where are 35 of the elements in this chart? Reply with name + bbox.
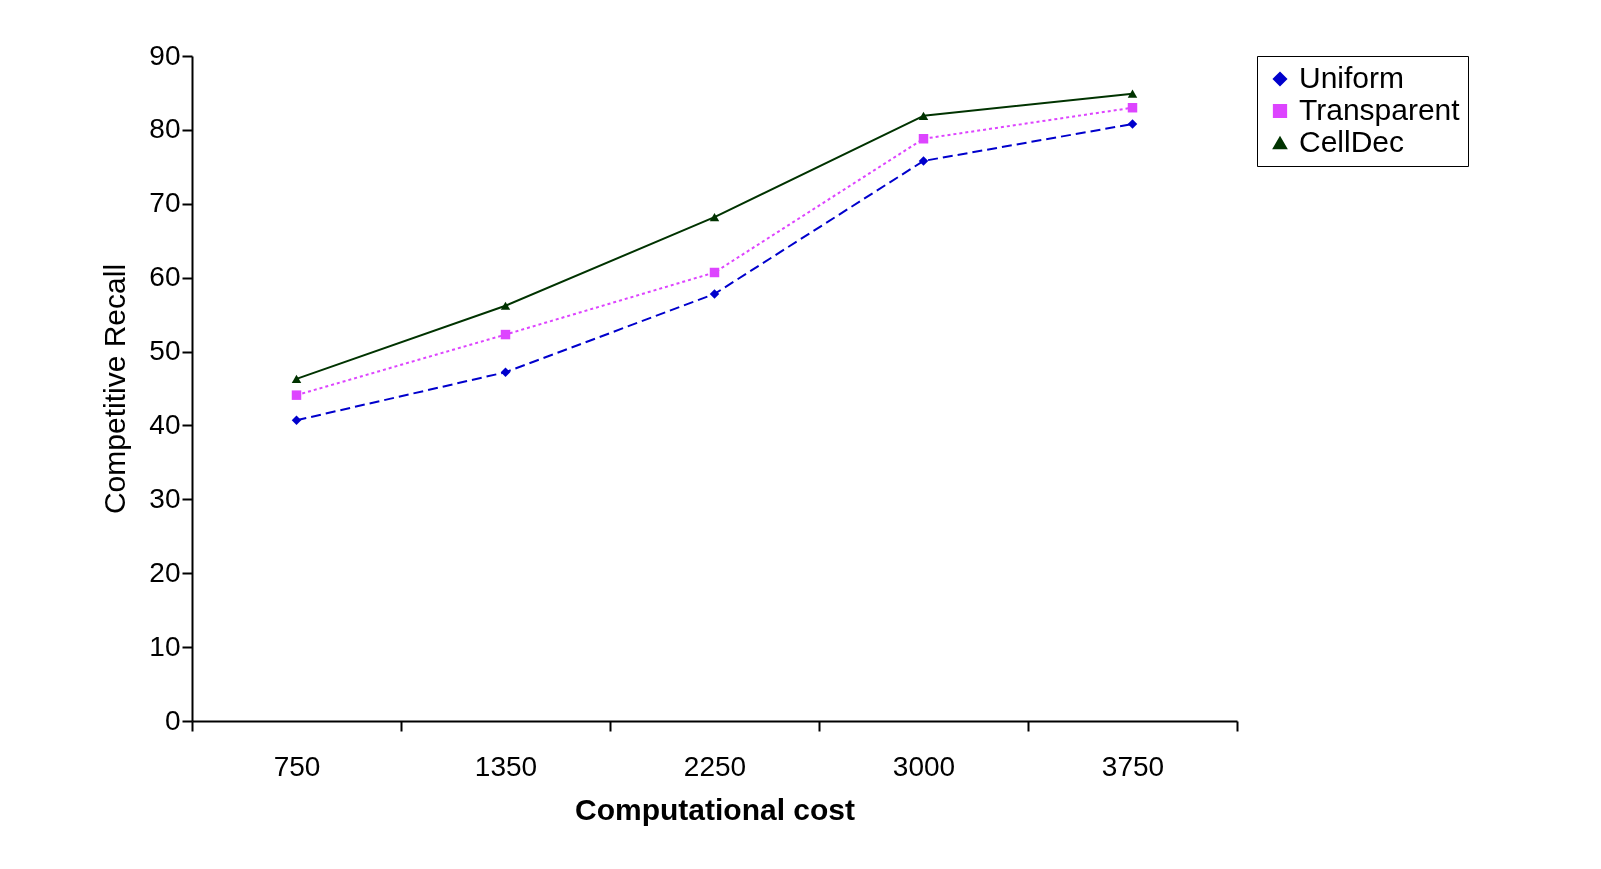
legend-label: Uniform <box>1299 61 1405 94</box>
point <box>918 134 929 144</box>
point <box>918 111 929 120</box>
x-axis-title: Computational cost <box>574 792 856 826</box>
point <box>709 212 720 222</box>
point <box>709 289 720 299</box>
y-tick-label: 80 <box>149 113 181 145</box>
legend-label: Transparent <box>1299 93 1461 126</box>
point <box>500 367 511 377</box>
y-axis-title: Competitive Recall <box>98 263 132 515</box>
x-tick-label: 2250 <box>683 750 747 782</box>
y-tick-label: 60 <box>149 261 181 293</box>
point <box>500 301 511 310</box>
y-tick-label: 70 <box>149 187 181 219</box>
x-tick-label: 3000 <box>892 750 956 782</box>
y-tick-label: 50 <box>149 335 181 367</box>
point <box>1127 102 1138 113</box>
x-tick-label: 1350 <box>474 750 538 782</box>
y-tick-label: 30 <box>149 482 181 514</box>
point <box>709 267 720 278</box>
point <box>918 156 929 166</box>
point <box>291 374 302 383</box>
y-tick-label: 90 <box>149 39 181 71</box>
legend-label: CellDec <box>1299 125 1405 158</box>
y-tick-label: 0 <box>164 704 181 736</box>
point <box>1127 89 1138 98</box>
point <box>500 329 511 340</box>
y-tick-label: 20 <box>149 556 181 588</box>
y-tick-label: 10 <box>149 630 181 662</box>
point <box>291 415 302 426</box>
x-tick-label: 750 <box>273 750 321 782</box>
y-tick-label: 40 <box>149 408 181 440</box>
point <box>1127 119 1138 129</box>
point <box>291 390 302 400</box>
x-tick-label: 3750 <box>1101 750 1165 782</box>
